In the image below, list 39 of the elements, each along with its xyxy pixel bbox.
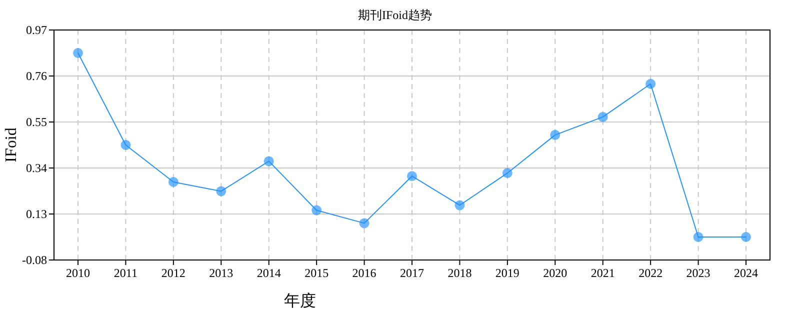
- point: [359, 218, 370, 228]
- point: [454, 200, 465, 210]
- ytick: -0.08: [22, 253, 47, 267]
- ytick: 0.97: [26, 23, 47, 37]
- point: [502, 168, 512, 178]
- xtick: 2024: [734, 266, 758, 280]
- point: [407, 171, 417, 182]
- ytick: 0.13: [26, 207, 47, 221]
- point: [741, 232, 751, 242]
- xtick: 2016: [352, 266, 376, 280]
- xtick: 2010: [66, 266, 90, 280]
- xtick: 2012: [161, 266, 186, 280]
- xtick: 2019: [495, 266, 520, 280]
- point: [312, 205, 322, 216]
- point: [598, 112, 608, 122]
- point: [168, 177, 178, 188]
- xtick: 2023: [686, 266, 710, 280]
- point: [264, 156, 274, 166]
- xtick: 2022: [638, 266, 663, 280]
- y-axis-title: IFoid: [3, 128, 20, 162]
- point: [73, 48, 83, 58]
- point: [550, 130, 560, 140]
- point: [120, 140, 131, 150]
- xtick: 2015: [304, 266, 329, 280]
- xtick: 2013: [209, 266, 234, 280]
- xtick: 2014: [256, 266, 281, 280]
- point: [646, 78, 656, 89]
- xtick: 2018: [448, 266, 472, 280]
- chart-title: 期刊IFoid趋势: [358, 8, 432, 22]
- xtick: 2011: [114, 266, 138, 280]
- ytick: 0.55: [26, 115, 47, 129]
- ytick: 0.34: [26, 161, 47, 175]
- xtick: 2021: [590, 266, 615, 280]
- xtick: 2017: [400, 266, 424, 280]
- x-axis-title: 年度: [284, 292, 316, 310]
- xtick: 2020: [543, 266, 568, 280]
- ytick: 0.76: [26, 69, 47, 83]
- point: [216, 186, 226, 196]
- point: [693, 232, 704, 242]
